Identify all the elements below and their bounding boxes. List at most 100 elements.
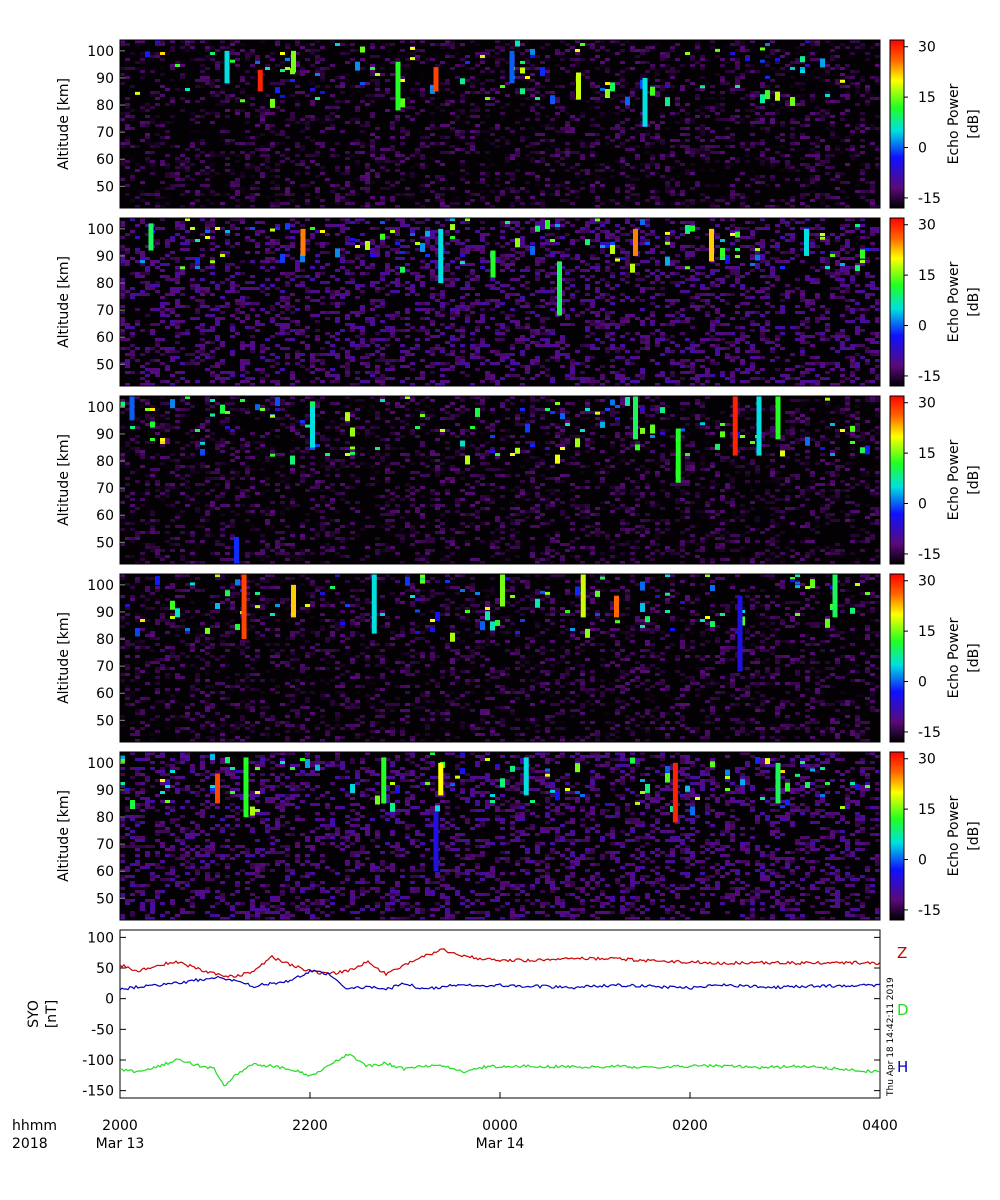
heatmap-cell: [285, 245, 290, 248]
heatmap-cell: [580, 139, 585, 142]
heatmap-cell: [315, 163, 320, 166]
heatmap-cell: [175, 380, 180, 383]
heatmap-cell: [670, 362, 675, 365]
heatmap-cell: [425, 242, 430, 245]
heatmap-cell: [690, 347, 695, 350]
heatmap-cell: [620, 76, 625, 79]
heatmap-cell: [310, 356, 315, 359]
heatmap-cell: [675, 178, 680, 181]
heatmap-cell: [295, 221, 300, 224]
heatmap-cell: [175, 272, 180, 275]
heatmap-cell: [670, 190, 675, 193]
heatmap-cell: [345, 371, 350, 374]
heatmap-cell: [550, 302, 555, 305]
heatmap-cell: [585, 380, 590, 383]
heatmap-cell: [270, 260, 275, 263]
heatmap-cell: [215, 61, 220, 64]
heatmap-cell: [635, 218, 640, 221]
heatmap-cell: [200, 58, 205, 61]
heatmap-cell: [195, 290, 200, 293]
heatmap-cell: [265, 196, 270, 199]
heatmap-cell: [375, 281, 380, 284]
heatmap-cell: [460, 97, 465, 100]
heatmap-cell: [565, 127, 570, 130]
heatmap-cell: [320, 245, 325, 248]
heatmap-cell: [215, 94, 220, 97]
heatmap-cell: [220, 151, 225, 154]
heatmap-cell: [210, 365, 215, 368]
heatmap-cell: [635, 52, 640, 55]
heatmap-cell: [485, 130, 490, 133]
heatmap-cell: [595, 269, 600, 272]
heatmap-cell: [465, 320, 470, 323]
heatmap-cell: [825, 100, 830, 103]
heatmap-cell: [695, 46, 700, 49]
heatmap-cell: [650, 302, 655, 305]
heatmap-cell: [450, 121, 455, 124]
heatmap-cell: [840, 151, 845, 154]
heatmap-cell: [385, 362, 390, 365]
heatmap-cell: [230, 169, 235, 172]
heatmap-cell: [510, 344, 515, 347]
heatmap-cell: [730, 91, 735, 94]
heatmap-cell: [145, 350, 150, 353]
heatmap-cell: [450, 91, 455, 94]
heatmap-cell: [200, 326, 205, 329]
heatmap-cell: [385, 344, 390, 347]
heatmap-cell: [295, 64, 300, 67]
heatmap-cell: [315, 254, 320, 257]
heatmap-cell: [670, 115, 675, 118]
heatmap-cell: [200, 254, 205, 257]
heatmap-cell: [130, 344, 135, 347]
heatmap-cell: [375, 290, 380, 293]
heatmap-cell: [670, 260, 675, 263]
heatmap-cell: [405, 187, 410, 190]
heatmap-cell: [200, 350, 205, 353]
heatmap-cell: [875, 145, 880, 148]
heatmap-cell: [765, 127, 770, 130]
heatmap-cell: [295, 61, 300, 64]
heatmap-cell: [470, 269, 475, 272]
heatmap-cell: [720, 64, 725, 67]
heatmap-cell: [140, 121, 145, 124]
heatmap-cell: [700, 133, 705, 136]
heatmap-cell: [570, 67, 575, 70]
heatmap-cell: [615, 239, 620, 242]
heatmap-cell: [480, 82, 485, 85]
heatmap-cell: [310, 91, 315, 94]
heatmap-cell: [310, 314, 315, 317]
heatmap-cell: [620, 127, 625, 130]
heatmap-cell: [505, 187, 510, 190]
heatmap-cell: [795, 52, 800, 55]
heatmap-cell: [725, 266, 730, 269]
heatmap-cell: [600, 184, 605, 187]
heatmap-cell: [220, 254, 225, 257]
heatmap-cell: [155, 323, 160, 326]
heatmap-cell: [690, 305, 695, 308]
heatmap-cell: [400, 239, 405, 242]
heatmap-cell: [635, 118, 640, 121]
heatmap-cell: [670, 233, 675, 236]
heatmap-cell: [685, 112, 690, 115]
heatmap-cell: [725, 118, 730, 121]
heatmap-cell: [560, 353, 565, 356]
heatmap-cell: [715, 362, 720, 365]
heatmap-cell: [355, 139, 360, 142]
heatmap-cell: [595, 163, 600, 166]
heatmap-cell: [545, 139, 550, 142]
heatmap-cell: [665, 94, 670, 97]
heatmap-cell: [430, 350, 435, 353]
heatmap-cell: [735, 76, 740, 79]
heatmap-cell: [310, 79, 315, 82]
heatmap-cell: [275, 224, 280, 227]
heatmap-cell: [315, 118, 320, 121]
heatmap-cell: [315, 230, 320, 233]
heatmap-cell: [390, 365, 395, 368]
heatmap-cell: [470, 160, 475, 163]
heatmap-cell: [260, 371, 265, 374]
heatmap-cell: [715, 344, 720, 347]
heatmap-cell: [635, 199, 640, 202]
heatmap-cell: [595, 263, 600, 266]
heatmap-cell: [640, 139, 645, 142]
heatmap-cell: [870, 190, 875, 193]
